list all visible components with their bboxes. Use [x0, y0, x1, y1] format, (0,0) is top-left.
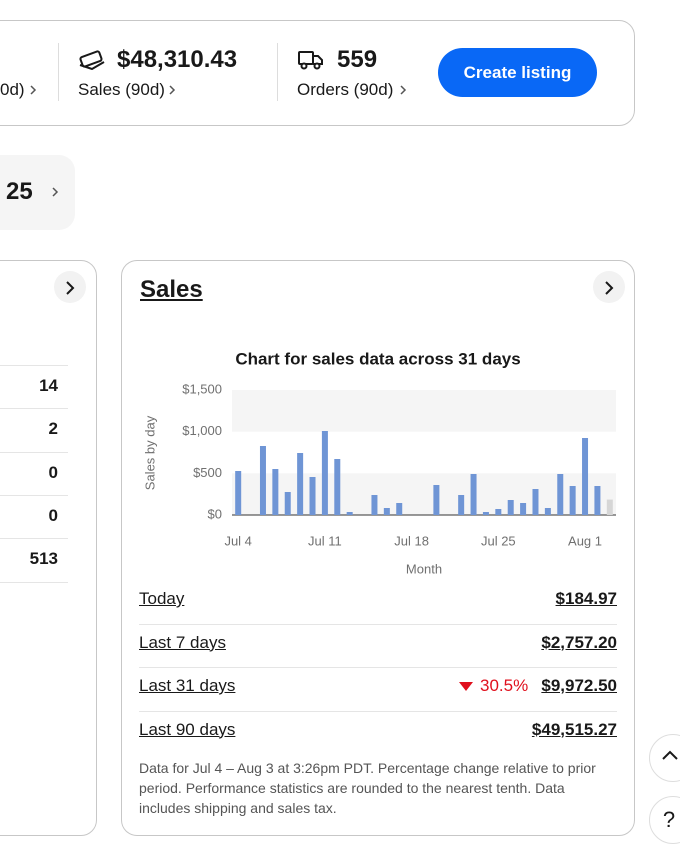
period-label[interactable]: Today	[139, 589, 185, 608]
bar	[470, 474, 477, 515]
grid-band	[232, 473, 616, 515]
orders-label[interactable]: Orders (90d)	[297, 80, 394, 99]
y-tick-label: $1,500	[182, 381, 222, 396]
truck-icon	[298, 51, 323, 70]
separator	[139, 667, 617, 668]
sales-title[interactable]: Sales	[140, 276, 203, 303]
x-tick-label: Jul 25	[481, 533, 516, 548]
bar	[346, 512, 353, 515]
bar	[396, 503, 403, 515]
x-axis-label: Month	[406, 561, 442, 576]
create-listing-button[interactable]: Create listing	[438, 48, 597, 97]
bar	[495, 509, 502, 515]
period-value[interactable]: $2,757.20	[541, 632, 617, 652]
pill-value: 25	[6, 178, 33, 205]
pill[interactable]	[0, 155, 75, 230]
footnote: Data for Jul 4 – Aug 3 at 3:26pm PDT. Pe…	[139, 760, 596, 816]
help-button[interactable]: ?	[649, 796, 680, 844]
sales-card	[121, 260, 635, 836]
chevron	[30, 85, 37, 95]
bar	[544, 508, 551, 515]
bar	[321, 431, 328, 515]
period-label[interactable]: Last 31 days	[139, 676, 236, 695]
bar	[383, 508, 390, 515]
bar	[259, 446, 266, 515]
bar	[482, 512, 489, 515]
separator	[0, 538, 68, 540]
bar	[272, 469, 279, 515]
y-axis-label: Sales by day	[142, 415, 157, 490]
row-value: 0	[48, 505, 58, 525]
y-tick-label: $1,000	[182, 423, 222, 438]
y-tick-label: $500	[193, 465, 222, 480]
period-value[interactable]: $49,515.27	[531, 719, 617, 739]
bar	[532, 489, 539, 515]
period-value[interactable]: $184.97	[555, 589, 617, 608]
bar	[582, 438, 589, 515]
chevron	[66, 281, 75, 295]
separator	[0, 408, 68, 410]
bar	[284, 492, 291, 515]
bar	[309, 477, 316, 515]
open-button[interactable]	[54, 271, 86, 303]
sales-value: $48,310.43	[117, 46, 238, 73]
sales-icon	[79, 50, 105, 70]
row-value: 513	[29, 549, 58, 569]
bar	[606, 499, 613, 515]
row-value: 0	[48, 462, 58, 482]
separator	[139, 623, 617, 625]
row-value: 14	[39, 376, 58, 395]
bar	[594, 486, 601, 515]
divider	[58, 43, 59, 101]
chart-title: Chart for sales data across 31 days	[235, 349, 520, 368]
separator	[0, 365, 68, 366]
period-value[interactable]: $9,972.50	[541, 676, 617, 695]
orders-value: 559	[337, 46, 378, 73]
period-label[interactable]: Last 90 days	[139, 719, 236, 739]
bar	[458, 495, 465, 515]
x-tick-label: Aug 1	[568, 533, 602, 548]
chevron	[605, 281, 614, 295]
change-value: 30.5%	[480, 676, 529, 695]
chevron	[169, 85, 176, 95]
x-tick-label: Jul 18	[394, 533, 429, 548]
x-tick-label: Jul 4	[224, 533, 251, 548]
bar	[297, 453, 304, 515]
row-value: 2	[48, 419, 58, 439]
bar	[557, 474, 564, 515]
partial-label[interactable]: 0d)	[0, 80, 25, 99]
chevron	[52, 187, 59, 197]
bar	[235, 471, 242, 515]
bar	[520, 503, 527, 515]
bar	[371, 495, 378, 515]
grid-band	[232, 390, 616, 432]
down-arrow	[459, 682, 473, 691]
x-tick-label: Jul 11	[308, 533, 342, 548]
open-button[interactable]	[593, 271, 625, 303]
bar	[507, 500, 514, 515]
separator	[0, 494, 68, 496]
y-tick-label: $0	[208, 506, 222, 521]
bar	[433, 485, 440, 515]
period-label[interactable]: Last 7 days	[139, 632, 226, 652]
sales-label[interactable]: Sales (90d)	[78, 80, 165, 99]
chart: Chart for sales data across 31 days Sale…	[142, 349, 616, 576]
separator	[139, 710, 617, 712]
left-card	[0, 260, 97, 836]
separator	[0, 581, 68, 583]
divider	[277, 43, 278, 101]
chevron	[400, 85, 407, 95]
bar	[334, 459, 341, 515]
bar	[569, 486, 576, 515]
separator	[0, 451, 68, 453]
up-icon	[662, 750, 678, 760]
